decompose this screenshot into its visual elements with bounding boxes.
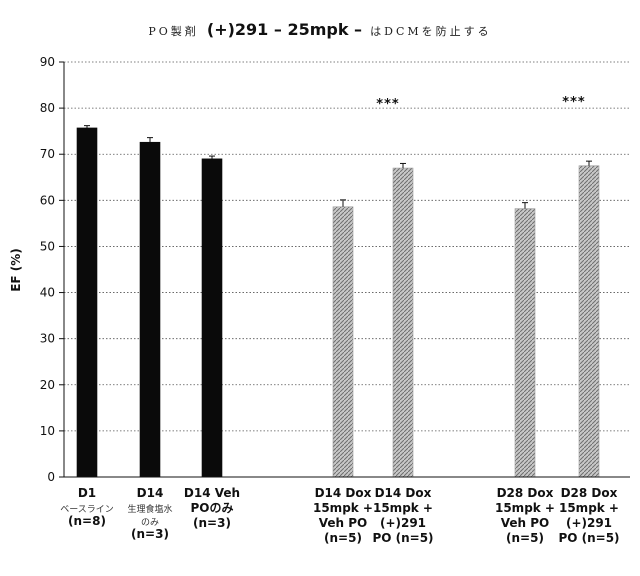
category-label: D14 Dox	[315, 486, 372, 500]
chart-title: PO製剤 (+)291 – 25mpk – はDCMを防止する	[0, 20, 640, 39]
category-label: Veh PO	[319, 516, 368, 530]
category-label: (n=3)	[131, 527, 169, 541]
bar	[578, 165, 600, 478]
category-label: (+)291	[380, 516, 426, 530]
category-label: D14	[137, 486, 164, 500]
category-label: 15mpk +	[373, 501, 433, 515]
category-label: D14 Dox	[375, 486, 432, 500]
category-label: (n=8)	[68, 514, 106, 528]
bar	[201, 158, 223, 478]
axes: 0 10 20 30 40 50 60 70 80 90	[40, 55, 630, 484]
y-tick-label: 30	[40, 332, 55, 346]
chart-title-suffix: はDCMを防止する	[370, 25, 492, 38]
category-label: 15mpk +	[313, 501, 373, 515]
category-label: (n=5)	[324, 531, 362, 545]
y-tick-label: 20	[40, 378, 55, 392]
bar	[514, 208, 536, 478]
category-label: PO (n=5)	[558, 531, 619, 545]
category-label: ベースライン	[60, 504, 114, 515]
y-tick-label: 60	[40, 193, 55, 207]
y-tick-label: 70	[40, 147, 55, 161]
category-label: D28 Dox	[561, 486, 618, 500]
bar	[392, 167, 414, 478]
category-label: D1	[78, 486, 96, 500]
y-axis-label: EF (%)	[9, 248, 23, 292]
category-label: PO (n=5)	[372, 531, 433, 545]
y-tick-label: 40	[40, 286, 55, 300]
y-tick-label: 50	[40, 239, 55, 253]
category-label: 15mpk +	[559, 501, 619, 515]
bars	[76, 125, 600, 478]
category-label: (n=5)	[506, 531, 544, 545]
category-label: D28 Dox	[497, 486, 554, 500]
significance-marker: ***	[376, 97, 399, 112]
chart-title-main: (+)291 – 25mpk –	[206, 20, 363, 39]
y-tick-label: 0	[47, 470, 55, 484]
category-label: POのみ	[191, 501, 234, 515]
bar	[332, 206, 354, 478]
category-label: 生理食塩水	[127, 503, 172, 515]
bar	[76, 127, 98, 478]
y-tick-label: 10	[40, 424, 55, 438]
significance-marker: ***	[562, 95, 585, 110]
category-label: (+)291	[566, 516, 612, 530]
category-label: 15mpk +	[495, 501, 555, 515]
category-label: Veh PO	[501, 516, 550, 530]
chart-title-prefix: PO製剤	[148, 25, 199, 38]
category-label: (n=3)	[193, 516, 231, 530]
category-label: D14 Veh	[184, 486, 240, 500]
category-label: のみ	[141, 517, 159, 528]
bar	[139, 141, 161, 478]
y-tick-label: 80	[40, 101, 55, 115]
y-tick-label: 90	[40, 55, 55, 69]
